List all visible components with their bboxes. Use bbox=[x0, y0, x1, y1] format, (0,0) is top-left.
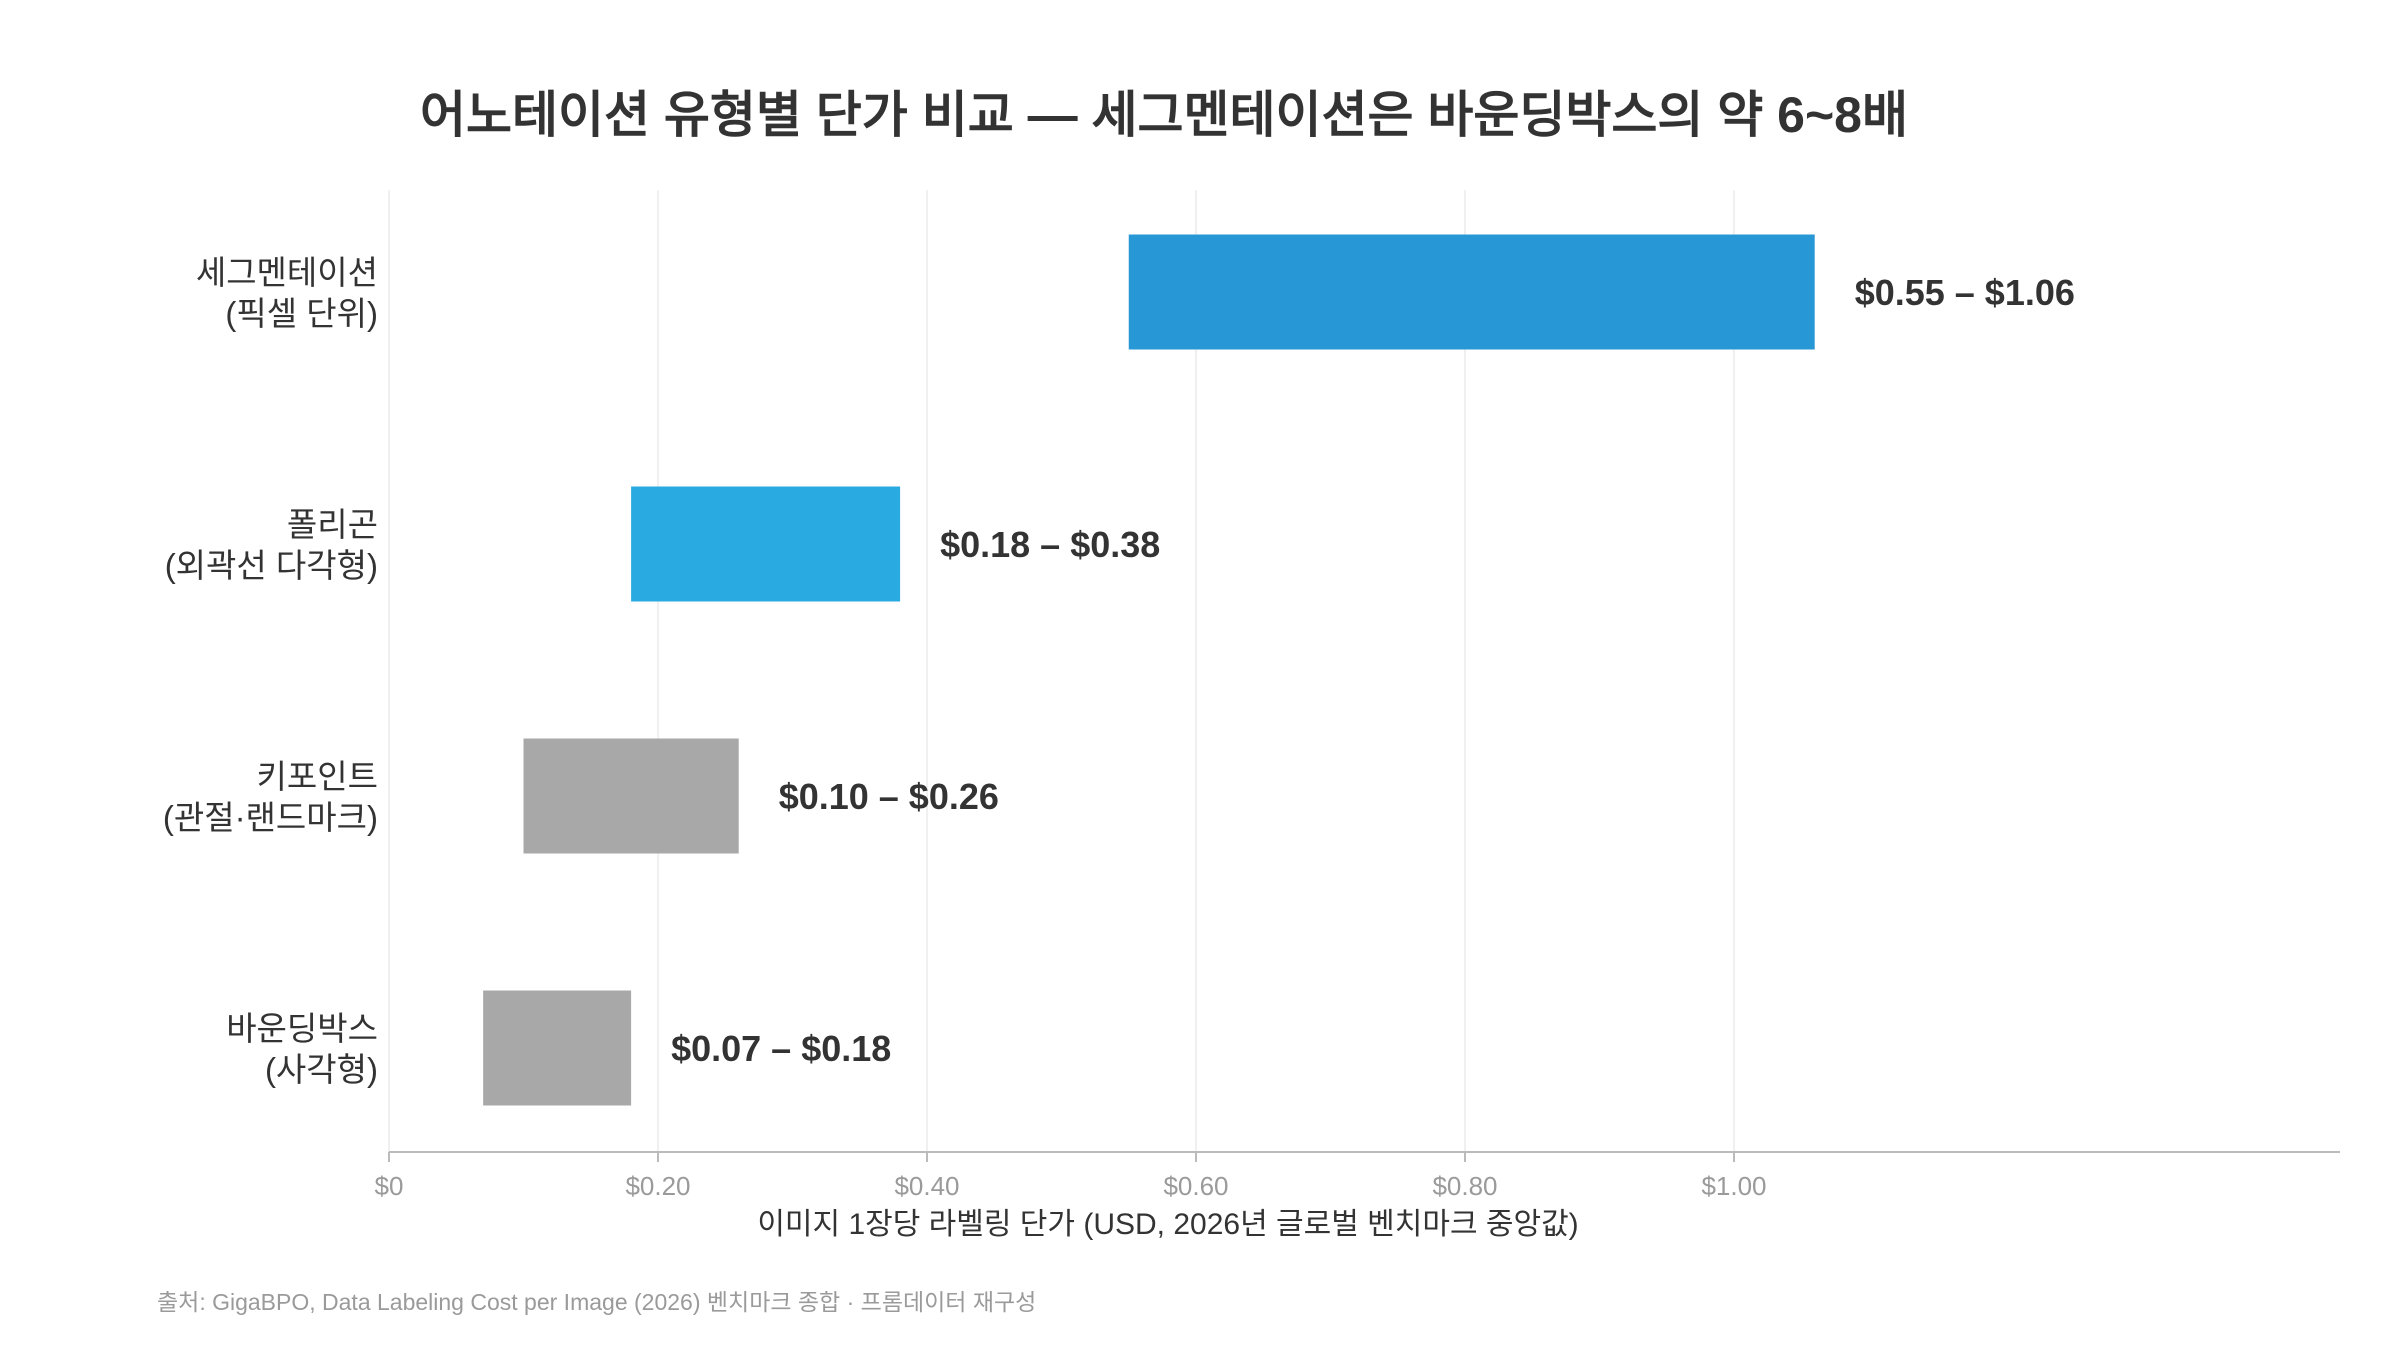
data-label: $0.55 – $1.06 bbox=[1855, 272, 2075, 313]
data-label: $0.07 – $0.18 bbox=[671, 1028, 891, 1069]
range-bar bbox=[631, 486, 901, 602]
data-label: $0.18 – $0.38 bbox=[940, 524, 1160, 565]
chart-title: 어노테이션 유형별 단가 비교 — 세그멘테이션은 바운딩박스의 약 6~8배 bbox=[420, 87, 1908, 143]
x-tick-label: $0.40 bbox=[894, 1171, 959, 1201]
x-axis: $0 $0.20 $0.40 $0.60 $0.80 $1.00 bbox=[375, 1151, 2340, 1201]
category-sublabel: (픽셀 단위) bbox=[225, 295, 378, 332]
x-tick-label: $0.20 bbox=[625, 1171, 690, 1201]
category-label: 세그멘테이션 bbox=[196, 254, 378, 291]
gridlines bbox=[388, 190, 1735, 1152]
range-bar bbox=[1128, 234, 1815, 350]
range-bar bbox=[483, 990, 632, 1106]
source-note: 출처: GigaBPO, Data Labeling Cost per Imag… bbox=[157, 1289, 1036, 1315]
category-sublabel: (외곽선 다각형) bbox=[165, 547, 378, 584]
data-label: $0.10 – $0.26 bbox=[779, 776, 999, 817]
category-label: 폴리곤 bbox=[287, 506, 378, 543]
x-axis-label: 이미지 1장당 라벨링 단가 (USD, 2026년 글로벌 벤치마크 중앙값) bbox=[757, 1208, 1578, 1241]
category-label: 바운딩박스 bbox=[226, 1010, 378, 1047]
bars: 세그멘테이션 (픽셀 단위) $0.55 – $1.06 폴리곤 (외곽선 다각형) $0… bbox=[163, 234, 2075, 1106]
range-bar bbox=[523, 738, 739, 854]
category-label: 키포인트 bbox=[257, 758, 378, 795]
x-tick-label: $0 bbox=[375, 1171, 404, 1201]
x-tick-label: $0.80 bbox=[1432, 1171, 1497, 1201]
category-sublabel: (관절·랜드마크) bbox=[163, 799, 378, 836]
x-tick-label: $1.00 bbox=[1701, 1171, 1766, 1201]
x-tick-label: $0.60 bbox=[1163, 1171, 1228, 1201]
category-sublabel: (사각형) bbox=[265, 1051, 378, 1088]
